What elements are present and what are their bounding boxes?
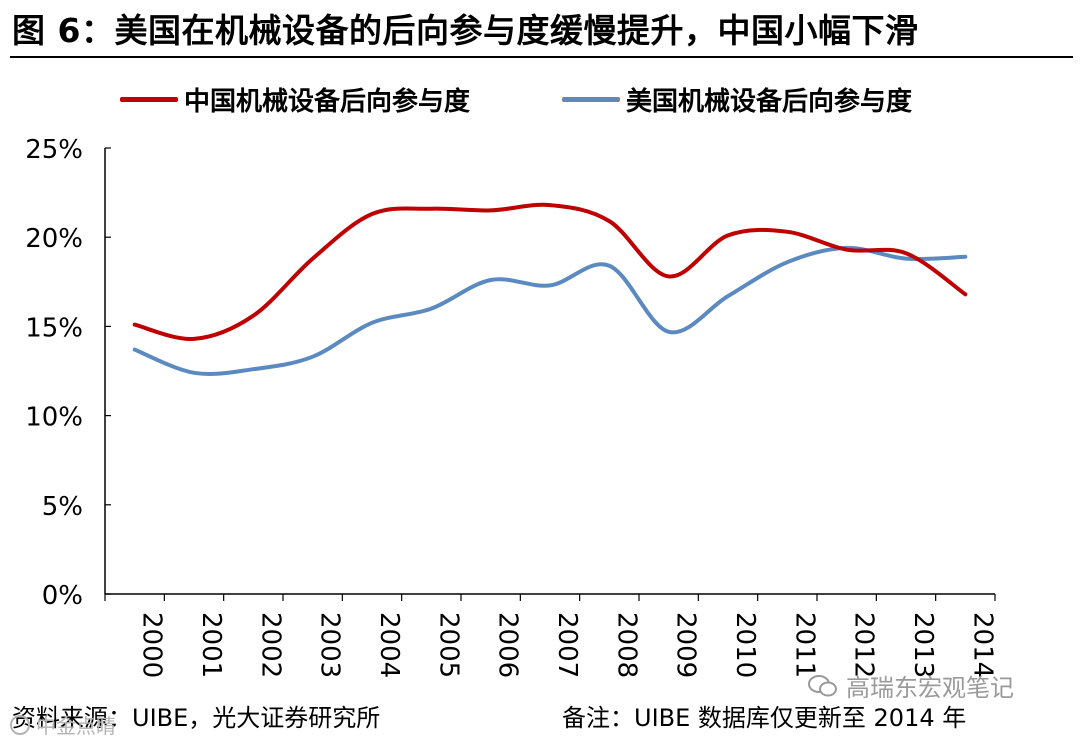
- wechat-icon: [808, 674, 837, 696]
- x-tick-label: 2005: [433, 612, 463, 678]
- x-tick-label: 2014: [967, 612, 997, 678]
- watermark: 高瑞东宏观笔记: [808, 668, 1014, 703]
- x-tick-label: 2001: [196, 612, 226, 678]
- title-rule: [10, 56, 1073, 58]
- x-tick-label: 2008: [611, 612, 641, 678]
- y-tick-label: 15%: [25, 313, 83, 343]
- y-tick-label: 20%: [25, 224, 83, 254]
- x-tick-label: 2012: [849, 612, 879, 678]
- x-tick-label: 2009: [671, 612, 701, 678]
- x-tick-label: 2000: [137, 612, 167, 678]
- x-tick-label: 2003: [315, 612, 345, 678]
- legend-label-usa: 美国机械设备后向参与度: [626, 86, 913, 117]
- x-tick-label: 2011: [789, 612, 819, 678]
- series-line-usa: [132, 245, 968, 377]
- corner-watermark: 中金点睛: [10, 710, 116, 739]
- source-note: 资料来源：UIBE，光大证券研究所: [12, 704, 381, 732]
- x-tick-label: 2013: [908, 612, 938, 678]
- y-tick-label: 0%: [42, 581, 83, 611]
- legend-label-china: 中国机械设备后向参与度: [184, 86, 471, 117]
- corner-watermark-text: 中金点睛: [36, 714, 116, 738]
- watermark-text: 高瑞东宏观笔记: [846, 674, 1014, 702]
- y-tick-label: 5%: [42, 492, 83, 522]
- x-tick-label: 2006: [493, 612, 523, 678]
- remark-note: 备注：UIBE 数据库仅更新至 2014 年: [562, 704, 967, 732]
- legend-swatch-china: [120, 96, 178, 102]
- x-tick-label: 2007: [552, 612, 582, 678]
- legend-item-china: 中国机械设备后向参与度: [120, 82, 471, 117]
- corner-watermark-icon: [10, 714, 30, 735]
- x-tick-label: 2004: [374, 612, 404, 678]
- x-tick-label: 2002: [255, 612, 285, 678]
- legend-swatch-usa: [562, 96, 620, 102]
- x-tick-label: 2010: [730, 612, 760, 678]
- legend-item-usa: 美国机械设备后向参与度: [562, 82, 913, 117]
- chart-title: 图 6：美国在机械设备的后向参与度缓慢提升，中国小幅下滑: [12, 11, 919, 50]
- y-tick-label: 25%: [25, 135, 83, 165]
- series-line-china: [132, 202, 968, 341]
- y-tick-label: 10%: [25, 403, 83, 433]
